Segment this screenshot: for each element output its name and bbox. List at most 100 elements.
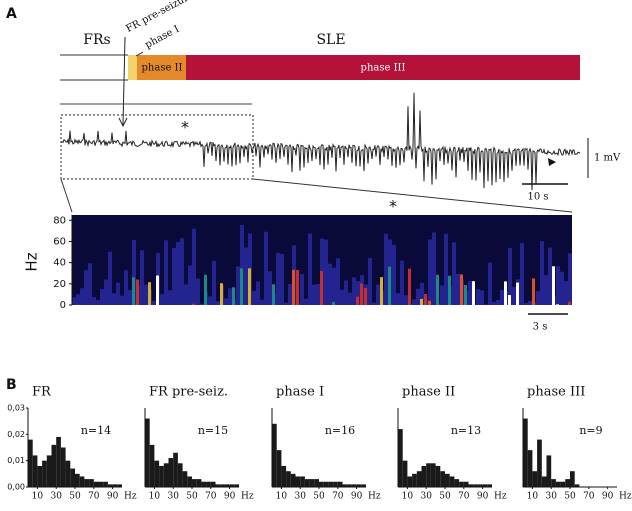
bar (570, 471, 575, 487)
star: * (181, 118, 189, 137)
bar (527, 450, 533, 487)
spectrogram-cell (152, 300, 156, 305)
spectrogram-cell (368, 257, 372, 305)
x-tick-label: 30 (167, 492, 179, 502)
bar (192, 479, 197, 487)
bar (532, 471, 538, 487)
bar (206, 481, 211, 487)
spectrogram-cell (392, 244, 396, 305)
bar (482, 484, 488, 487)
x-axis-label: Hz (241, 492, 254, 502)
x-tick-label: 70 (205, 492, 217, 502)
spectrogram-cell (508, 295, 511, 305)
bar (337, 481, 343, 487)
spectrogram-cell (444, 233, 448, 305)
section-label: FRs (83, 32, 110, 48)
bar (46, 455, 52, 487)
bar (98, 481, 104, 487)
spectrogram-cell (468, 280, 472, 305)
bar (430, 463, 436, 487)
spectrogram-cell (168, 290, 172, 305)
spectrogram-cell (484, 304, 488, 305)
spectrogram-cell (400, 260, 404, 305)
bar (149, 444, 155, 487)
bar (215, 484, 221, 487)
spectrogram-cell (560, 271, 564, 305)
spectrogram-cell (420, 298, 423, 305)
bar (361, 484, 366, 487)
spectrogram-cell (164, 240, 168, 305)
bar (356, 484, 362, 487)
bar (182, 471, 188, 487)
bar (89, 479, 94, 487)
spectrogram-cell (208, 296, 212, 305)
spectrogram-cell (404, 295, 408, 305)
spectrogram-cell (116, 282, 120, 305)
spectrogram-cell (132, 240, 136, 305)
spectrogram-cell (500, 289, 504, 305)
spectrogram-cell (568, 301, 571, 305)
x-tick-label: 90 (602, 492, 614, 502)
x-tick-label: 10 (527, 492, 539, 502)
spectrogram-cell (556, 304, 559, 305)
spectrogram-cell (396, 293, 400, 305)
spectrogram-cell (528, 300, 532, 305)
spectrogram-cell (172, 247, 176, 305)
bar (477, 484, 483, 487)
x-tick-label: 30 (294, 492, 306, 502)
bar (402, 460, 408, 487)
bar (398, 429, 403, 487)
bar (560, 481, 566, 487)
spectrogram-cell (84, 270, 88, 305)
annotation: n=14 (81, 424, 111, 437)
spectrogram-cell (496, 299, 500, 305)
arrow-head (118, 117, 128, 128)
spectrogram-cell (220, 283, 223, 305)
bar (60, 447, 66, 487)
spectrogram-cell (472, 281, 475, 305)
spectrogram-cell (252, 290, 256, 305)
star: * (389, 197, 397, 216)
bar (574, 484, 580, 487)
bar (173, 452, 178, 487)
bar (93, 481, 99, 487)
bar (426, 463, 431, 487)
bar (454, 479, 460, 487)
spectrogram-cell (240, 268, 243, 305)
x-axis-label: Hz (368, 492, 381, 502)
spectrogram-cell (456, 273, 460, 305)
bar (565, 479, 570, 487)
x-tick-label: 50 (186, 492, 198, 502)
spectrogram-cell (372, 302, 376, 305)
section-label: SLE (316, 32, 345, 48)
x-tick-label: 50 (313, 492, 325, 502)
spectrogram-cell (428, 239, 432, 305)
spectrogram-cell (420, 282, 424, 305)
bar (107, 484, 113, 487)
annotation: n=13 (451, 424, 481, 437)
spectrogram-cell (344, 280, 348, 305)
spectrogram-cell (556, 266, 560, 305)
y-tick-label: 40 (53, 258, 66, 269)
zoom-line (60, 178, 73, 213)
phase-label: phase III (361, 63, 406, 74)
spectrogram-cell (228, 288, 232, 305)
x-tick-label: 10 (149, 492, 161, 502)
spectrogram-cell (540, 241, 544, 305)
bar (449, 476, 455, 487)
bar (421, 465, 427, 487)
spectrogram-cell (336, 258, 340, 305)
spectrogram-cell (284, 302, 288, 305)
x-tick-label: 90 (351, 492, 363, 502)
bar (28, 439, 33, 487)
chart-title: phase I (276, 385, 324, 400)
spectrogram-cell (316, 284, 320, 305)
spectrogram-cell (432, 232, 436, 305)
bar (323, 481, 329, 487)
annotation: n=9 (579, 424, 602, 437)
spectrogram-cell (268, 271, 272, 305)
spectrogram-cell (356, 281, 360, 305)
spectrogram-cell (408, 268, 411, 305)
spectrogram-cell (192, 228, 196, 305)
spectrogram-cell (260, 299, 264, 305)
